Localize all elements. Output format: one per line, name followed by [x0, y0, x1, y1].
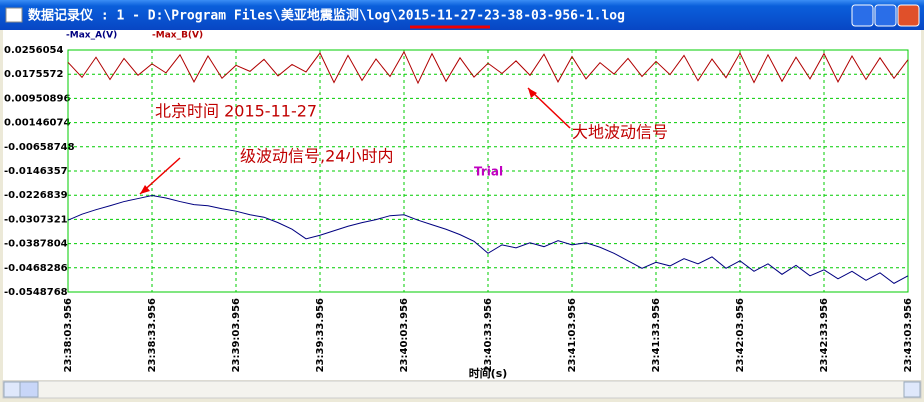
title-bar	[0, 0, 924, 30]
scroll-thumb[interactable]	[19, 381, 39, 398]
x-tick-label: 23:42:33.956	[819, 298, 830, 372]
chart: 0.0256054 0.0175572 0.00950896 0.00146074 -0…	[4, 31, 914, 381]
x-tick-label: 23:39:33.956	[315, 298, 326, 372]
x-tick-label: 23:38:33.956	[147, 298, 158, 372]
annotation: 级波动信号,24小时内	[240, 147, 393, 166]
y-tick-label: -0.0146357	[4, 166, 68, 177]
x-tick-label: 23:43:03.956	[903, 298, 914, 372]
maximize-button[interactable]	[874, 4, 897, 27]
y-tick-label: 0.00146074	[4, 118, 70, 129]
app-icon	[5, 7, 23, 23]
y-tick-label: 0.00950896	[4, 93, 70, 104]
arrow-head	[528, 88, 537, 98]
x-tick-label: 23:41:03.956	[567, 298, 578, 372]
annotation: 大地波动信号	[572, 123, 668, 142]
scroll-right[interactable]	[903, 381, 921, 398]
arrow-head	[140, 185, 150, 194]
plot-border	[67, 49, 909, 293]
y-tick-label: -0.0226839	[4, 190, 68, 201]
scrollbar[interactable]	[2, 380, 922, 399]
annotation: 北京时间 2015-11-27	[155, 102, 317, 121]
minimize-button[interactable]	[851, 4, 874, 27]
x-tick-label: 23:38:03.956	[63, 298, 74, 372]
legend-entry: -Max_A(V)	[66, 31, 117, 41]
y-tick-label: 0.0256054	[4, 45, 64, 56]
y-tick-label: -0.0548768	[4, 287, 68, 298]
y-tick-label: -0.0387804	[4, 239, 68, 250]
y-tick-label: -0.0468286	[4, 263, 68, 274]
x-tick-label: 23:42:03.956	[735, 298, 746, 372]
y-tick-label: 0.0175572	[4, 69, 64, 80]
x-tick-label: 23:41:33.956	[651, 298, 662, 372]
y-tick-label: -0.0307321	[4, 214, 68, 225]
series-line	[67, 50, 909, 85]
scroll-left[interactable]	[3, 381, 21, 398]
y-tick-label: -0.00658748	[4, 142, 75, 153]
series-line	[67, 195, 909, 284]
close-button[interactable]	[897, 4, 920, 27]
chart-area	[3, 30, 921, 380]
window-title: 数据记录仪 : 1 - D:\Program Files\美亚地震监测\log\…	[28, 8, 625, 24]
annotation: Trial	[474, 165, 503, 179]
x-tick-label: 23:40:03.956	[399, 298, 410, 372]
x-tick-label: 23:39:03.956	[231, 298, 242, 372]
x-tick-label: 23:40:33.956	[483, 298, 494, 372]
legend-entry: -Max_B(V)	[152, 31, 203, 41]
x-axis-label: 时间(s)	[469, 366, 508, 380]
